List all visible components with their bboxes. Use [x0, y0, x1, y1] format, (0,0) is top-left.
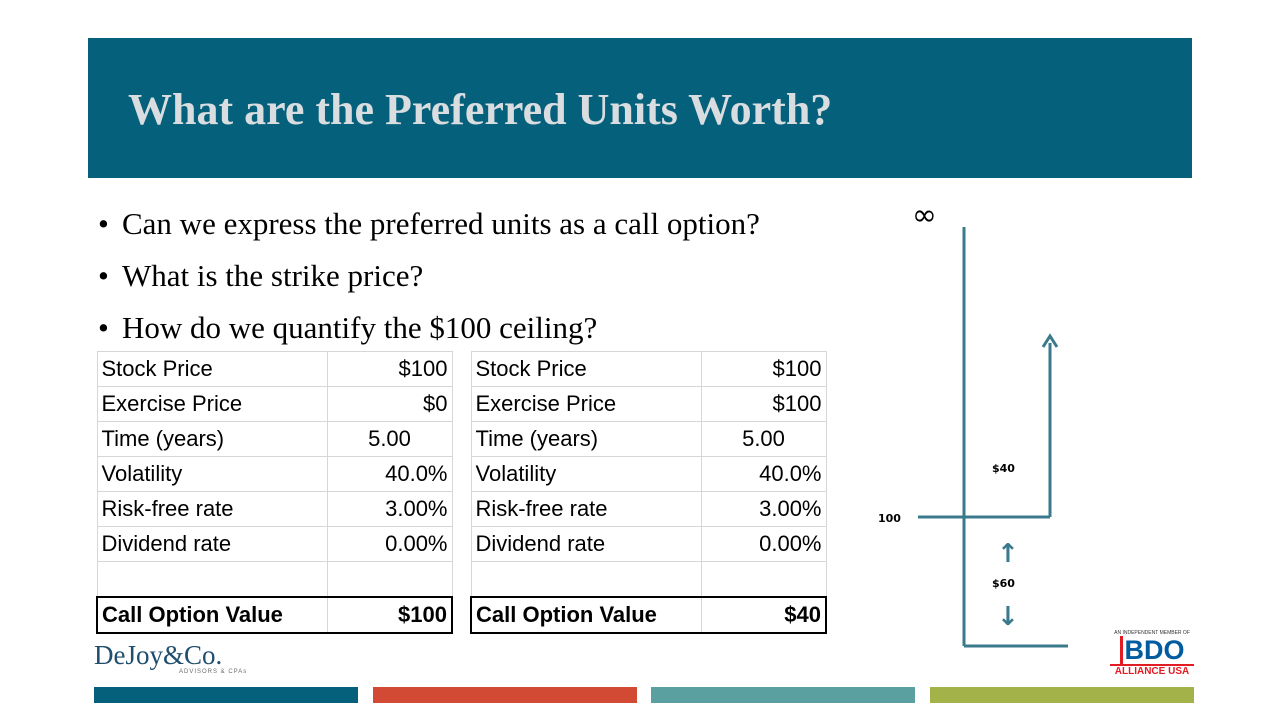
upper-value-label: $40 — [992, 462, 1015, 475]
total-label: Call Option Value — [470, 596, 702, 634]
empty-cell — [96, 561, 328, 598]
bullet-item: • How do we quantify the $100 ceiling? — [98, 304, 760, 356]
row-label: Stock Price — [470, 351, 702, 387]
table-row: Dividend rate 0.00% — [470, 526, 827, 562]
table-row: Volatility 40.0% — [470, 456, 827, 492]
table-row: Dividend rate 0.00% — [96, 526, 453, 562]
total-row: Call Option Value $100 — [96, 596, 453, 634]
row-label: Volatility — [470, 456, 702, 492]
row-label: Dividend rate — [470, 526, 702, 562]
option-table-left: Stock Price $100 Exercise Price $0 Time (y… — [96, 351, 453, 634]
bdo-logo: AN INDEPENDENT MEMBER OF BDO ALLIANCE US… — [1110, 630, 1194, 677]
total-value: $100 — [326, 596, 453, 634]
row-value: 40.0% — [326, 456, 453, 492]
bdo-alliance: ALLIANCE USA — [1110, 664, 1194, 677]
empty-cell — [326, 561, 453, 598]
table-row: Risk-free rate 3.00% — [96, 491, 453, 527]
bullet-item: • Can we express the preferred units as a… — [98, 200, 760, 252]
row-label: Stock Price — [96, 351, 328, 387]
row-value: 0.00% — [326, 526, 453, 562]
bullet-text: How do we quantify the $100 ceiling? — [122, 310, 598, 345]
payoff-diagram: ∞ 100 $40 ↑ $60 ↓ — [878, 198, 1068, 648]
row-label: Time (years) — [470, 421, 702, 457]
dejoy-logo: DeJoy&Co. ADVISORS & CPAs — [94, 640, 246, 675]
bdo-mark: BDO — [1119, 636, 1185, 664]
up-arrow-icon: ↑ — [997, 539, 1019, 569]
row-label: Risk-free rate — [470, 491, 702, 527]
table-row: Time (years) 5.00 — [96, 421, 453, 457]
bullet-text: What is the strike price? — [122, 258, 424, 293]
lower-value-label: $60 — [992, 577, 1015, 590]
row-value: $100 — [700, 351, 827, 387]
row-value: $0 — [326, 386, 453, 422]
row-label: Exercise Price — [470, 386, 702, 422]
footer-bar-3 — [651, 687, 915, 703]
title-bar: What are the Preferred Units Worth? — [88, 38, 1192, 178]
table-row: Stock Price $100 — [470, 351, 827, 387]
bullet-text: Can we express the preferred units as a … — [122, 206, 760, 241]
dejoy-subtitle: ADVISORS & CPAs — [179, 669, 248, 675]
row-value: 3.00% — [326, 491, 453, 527]
empty-cell — [700, 561, 827, 598]
bullet-list: • Can we express the preferred units as a… — [98, 200, 760, 356]
level-label: 100 — [878, 512, 901, 525]
row-label: Exercise Price — [96, 386, 328, 422]
bullet-marker: • — [98, 258, 109, 293]
dejoy-name: DeJoy&Co. — [94, 640, 223, 670]
slide-title: What are the Preferred Units Worth? — [128, 85, 833, 134]
row-value: 40.0% — [700, 456, 827, 492]
up-arrowhead — [1041, 333, 1059, 348]
row-label: Dividend rate — [96, 526, 328, 562]
infinity-symbol: ∞ — [912, 198, 937, 233]
row-label: Time (years) — [96, 421, 328, 457]
footer-bar-4 — [930, 687, 1194, 703]
table-row: Exercise Price $100 — [470, 386, 827, 422]
footer-bar-2 — [373, 687, 637, 703]
row-label: Risk-free rate — [96, 491, 328, 527]
row-value: 3.00% — [700, 491, 827, 527]
bullet-marker: • — [98, 206, 109, 241]
table-row: Time (years) 5.00 — [470, 421, 827, 457]
total-value: $40 — [700, 596, 827, 634]
bdo-tagline: AN INDEPENDENT MEMBER OF — [1114, 630, 1190, 636]
row-label: Volatility — [96, 456, 328, 492]
row-value: $100 — [326, 351, 453, 387]
row-value: 0.00% — [700, 526, 827, 562]
empty-row — [96, 561, 453, 598]
down-arrow-icon: ↓ — [997, 602, 1019, 632]
bullet-item: • What is the strike price? — [98, 252, 760, 304]
bullet-marker: • — [98, 310, 109, 345]
empty-cell — [470, 561, 702, 598]
table-row: Risk-free rate 3.00% — [470, 491, 827, 527]
total-label: Call Option Value — [96, 596, 328, 634]
total-row: Call Option Value $40 — [470, 596, 827, 634]
empty-row — [470, 561, 827, 598]
table-row: Exercise Price $0 — [96, 386, 453, 422]
row-value: $100 — [700, 386, 827, 422]
option-table-right: Stock Price $100 Exercise Price $100 Time … — [470, 351, 827, 634]
table-row: Volatility 40.0% — [96, 456, 453, 492]
row-value: 5.00 — [326, 421, 453, 457]
row-value: 5.00 — [700, 421, 827, 457]
table-row: Stock Price $100 — [96, 351, 453, 387]
footer-bar-1 — [94, 687, 358, 703]
